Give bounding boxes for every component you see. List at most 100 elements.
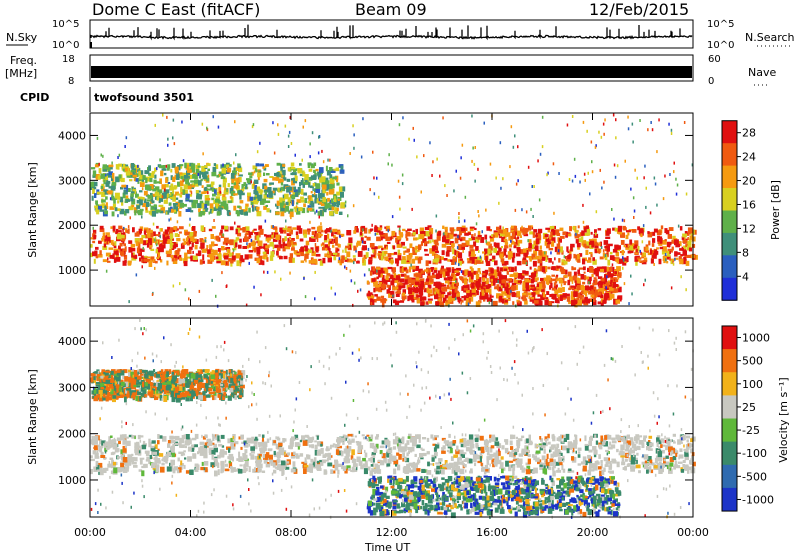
echo-cell: [452, 248, 456, 255]
echo-cell: [103, 235, 108, 239]
echo-cell: [158, 204, 164, 207]
echo-cell: [374, 232, 377, 236]
echo-cell: [258, 453, 262, 457]
echo-cell: [475, 301, 481, 307]
echo-cell: [505, 440, 509, 445]
echo-cell: [574, 301, 578, 308]
echo-cell: [387, 162, 389, 166]
echo-cell: [117, 208, 121, 211]
echo-cell: [540, 438, 543, 442]
echo-cell: [229, 196, 233, 199]
echo-cell: [500, 456, 504, 460]
echo-cell: [690, 438, 694, 443]
echo-cell: [389, 294, 392, 298]
echo-cell: [398, 123, 401, 127]
echo-cell: [562, 287, 565, 292]
echo-cell: [179, 180, 184, 186]
echo-cell: [583, 243, 587, 248]
echo-cell: [629, 245, 634, 252]
echo-cell: [327, 257, 332, 263]
echo-cell: [652, 462, 655, 466]
echo-cell: [110, 239, 114, 245]
echo-cell: [470, 276, 474, 280]
echo-cell: [461, 437, 467, 443]
echo-cell: [460, 260, 465, 264]
echo-cell: [406, 452, 409, 457]
echo-cell: [517, 438, 523, 442]
echo-cell: [404, 279, 408, 285]
echo-cell: [324, 235, 327, 241]
echo-cell: [202, 254, 205, 261]
echo-cell: [584, 227, 588, 232]
echo-cell: [585, 249, 589, 255]
echo-cell: [107, 257, 109, 261]
echo-cell: [411, 446, 415, 452]
echo-cell: [263, 205, 268, 210]
echo-cell: [238, 190, 243, 196]
echo-cell: [215, 235, 220, 241]
echo-cell: [97, 205, 102, 210]
echo-cell: [531, 244, 535, 249]
echo-cell: [149, 203, 151, 207]
echo-cell: [147, 238, 152, 244]
echo-cell: [492, 463, 495, 468]
echo-cell: [456, 271, 460, 276]
echo-cell: [257, 195, 262, 201]
echo-cell: [239, 209, 244, 215]
echo-cell: [107, 260, 111, 263]
echo-cell: [210, 260, 213, 264]
echo-cell: [124, 463, 129, 467]
echo-cell: [172, 245, 177, 249]
echo-cell: [496, 266, 500, 272]
echo-cell: [653, 228, 658, 233]
echo-cell: [573, 271, 577, 277]
echo-cell: [585, 225, 589, 229]
echo-cell: [129, 216, 131, 220]
echo-cell: [330, 286, 333, 290]
echo-cell: [535, 238, 540, 245]
echo-cell: [454, 249, 457, 256]
echo-cell: [607, 460, 612, 464]
echo-cell: [287, 134, 290, 138]
echo-cell: [173, 208, 176, 213]
echo-cell: [144, 184, 150, 190]
echo-cell: [299, 238, 304, 242]
echo-cell: [477, 460, 483, 464]
echo-cell: [269, 209, 272, 213]
freq-trace: [91, 66, 692, 78]
echo-cell: [462, 270, 465, 275]
echo-cell: [554, 246, 558, 253]
echo-cell: [208, 211, 210, 215]
echo-cell: [450, 231, 454, 235]
echo-cell: [469, 439, 474, 445]
echo-cell: [596, 251, 601, 254]
echo-cell: [525, 210, 528, 214]
echo-cell: [625, 234, 629, 240]
echo-cell: [389, 274, 394, 280]
echo-cell: [645, 244, 649, 248]
echo-cell: [90, 244, 93, 248]
echo-cell: [243, 236, 249, 242]
echo-cell: [396, 440, 400, 446]
echo-cell: [318, 461, 324, 466]
echo-cell: [540, 295, 543, 299]
echo-cell: [577, 463, 581, 466]
echo-cell: [340, 169, 345, 173]
echo-cell: [300, 188, 304, 195]
echo-cell: [475, 292, 477, 296]
echo-cell: [550, 242, 555, 247]
echo-cell: [468, 276, 474, 283]
echo-cell: [601, 277, 605, 282]
echo-cell: [278, 240, 282, 245]
echo-cell: [280, 170, 282, 174]
echo-cell: [250, 446, 255, 451]
echo-cell: [273, 450, 276, 456]
echo-cell: [229, 187, 234, 194]
echo-cell: [420, 241, 423, 246]
echo-cell: [541, 115, 544, 119]
echo-cell: [316, 232, 321, 239]
echo-cell: [571, 300, 576, 306]
echo-cell: [451, 289, 455, 294]
echo-cell: [139, 457, 145, 460]
echo-cell: [195, 164, 200, 171]
